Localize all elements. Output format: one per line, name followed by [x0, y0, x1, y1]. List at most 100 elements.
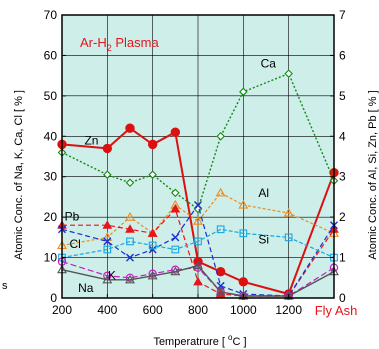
series-line-cl [61, 203, 335, 297]
series-line-si [61, 228, 335, 259]
point-si-5 [194, 237, 202, 246]
point-ca-8 [284, 69, 293, 78]
point-na-6 [215, 286, 226, 296]
point-cl-3 [148, 245, 157, 254]
point-ca-4 [171, 188, 180, 198]
annotation-ca: Ca [261, 57, 277, 71]
chart-title-part-3: Plasma [112, 35, 160, 50]
annotation-zn: Zn [84, 133, 98, 147]
y-right-tick-label-4: 4 [339, 129, 346, 143]
point-al-2 [125, 212, 135, 221]
left-partial-label: s [2, 280, 8, 292]
chart-title-part-1: Ar-H [80, 35, 107, 50]
y-left-tick-label-30: 30 [44, 170, 58, 184]
point-al-8 [283, 207, 294, 217]
y-left-tick-label-0: 0 [50, 291, 57, 305]
point-si-6 [216, 225, 225, 234]
y-right-tick-label-1: 1 [339, 251, 346, 265]
point-pb-5 [193, 276, 203, 286]
chart-title-subscript: 2 [107, 43, 112, 53]
x-tick-label-400: 400 [97, 303, 117, 317]
annotation-cl: Cl [69, 237, 80, 251]
point-cl-4 [171, 233, 180, 242]
point-na-7 [238, 290, 249, 300]
annotation-na: Na [78, 281, 94, 295]
point-na-2 [125, 274, 135, 284]
point-pb-2 [125, 224, 135, 233]
point-cl-5 [194, 201, 202, 210]
point-ca-2 [125, 178, 135, 188]
annotation-k: K [108, 268, 116, 282]
point-zn-3 [147, 139, 158, 150]
y-left-tick-label-40: 40 [44, 129, 58, 143]
point-zn-7 [238, 277, 249, 287]
y-left-tick-label-70: 70 [44, 8, 58, 22]
point-ca-6 [216, 132, 225, 141]
series-na [57, 260, 339, 300]
point-si-4 [171, 245, 180, 254]
ticks: 200 400 600 800 1000 1200 0 10 20 30 40 50 60 70 0 1 2 3 4… [44, 8, 346, 317]
point-pb-4 [170, 204, 181, 213]
point-k-4 [171, 265, 180, 274]
annotation-si: Si [258, 232, 269, 246]
y-right-tick-label-0: 0 [339, 291, 346, 305]
point-zn-1 [102, 143, 113, 154]
series-zn [57, 123, 339, 299]
y-right-tick-label-5: 5 [339, 89, 346, 103]
y-left-tick-label-10: 10 [44, 251, 58, 265]
annotations-layer: Ca Zn Al Pb Cl Si K Na [65, 57, 277, 295]
point-al-1 [102, 232, 113, 241]
point-ca-1 [103, 170, 112, 179]
annotation-pb: Pb [65, 209, 80, 223]
x-extra-label-fly-ash: Fly Ash [315, 303, 358, 318]
x-tick-label-200: 200 [52, 303, 72, 317]
x-tick-label-1000: 1000 [230, 303, 257, 317]
point-k-2 [125, 273, 135, 282]
y-left-tick-label-20: 20 [44, 210, 58, 224]
point-cl-2 [126, 253, 134, 262]
y-left-tick-label-60: 60 [44, 48, 58, 62]
point-ca-7 [239, 87, 248, 97]
chart-title: Ar-H2 Plasma [80, 35, 159, 53]
point-si-2 [126, 237, 134, 246]
point-zn-4 [170, 127, 181, 137]
x-tick-label-1200: 1200 [275, 303, 302, 317]
x-tick-label-600: 600 [143, 303, 163, 317]
point-pb-3 [147, 228, 158, 237]
x-axis-label-superscript: o [228, 333, 233, 342]
point-na-8 [283, 290, 294, 300]
series-si [58, 225, 338, 262]
series-line-na [61, 264, 335, 297]
point-pb-1 [102, 220, 113, 229]
point-cl-1 [103, 237, 112, 246]
series-line-ca [61, 72, 335, 211]
point-na-3 [147, 270, 158, 280]
y-axis-left-label: Atomic Conc. of Na, K, Ca, Cl [ % ] [13, 90, 25, 260]
point-zn-2 [125, 123, 135, 133]
y-right-tick-label-3: 3 [339, 170, 346, 184]
y-axis-right-label: Atomic Conc. of Al, Si, Zn, Pb [ % ] [367, 90, 379, 259]
point-na-1 [102, 274, 113, 284]
point-si-8 [284, 233, 293, 242]
point-k-3 [148, 269, 157, 278]
point-al-7 [238, 199, 249, 209]
x-axis-label: Temperatrure [ oC ] [153, 333, 246, 348]
x-axis-label-part-1: Temperatrure [ [153, 336, 228, 348]
point-si-3 [148, 241, 157, 250]
series-line-zn [61, 126, 335, 296]
point-si-1 [103, 245, 112, 254]
y-left-tick-label-50: 50 [44, 89, 58, 103]
point-na-4 [170, 266, 181, 276]
annotation-al: Al [258, 186, 269, 200]
point-ca-3 [148, 170, 157, 179]
x-tick-label-800: 800 [188, 303, 208, 317]
point-si-7 [239, 229, 248, 238]
y-right-tick-label-6: 6 [339, 48, 346, 62]
y-right-tick-label-7: 7 [339, 8, 346, 22]
x-axis-label-part-3: C ] [232, 336, 246, 348]
point-al-6 [215, 187, 226, 197]
point-na-5 [193, 260, 203, 270]
y-right-tick-label-2: 2 [339, 210, 346, 224]
point-al-5 [193, 216, 203, 225]
